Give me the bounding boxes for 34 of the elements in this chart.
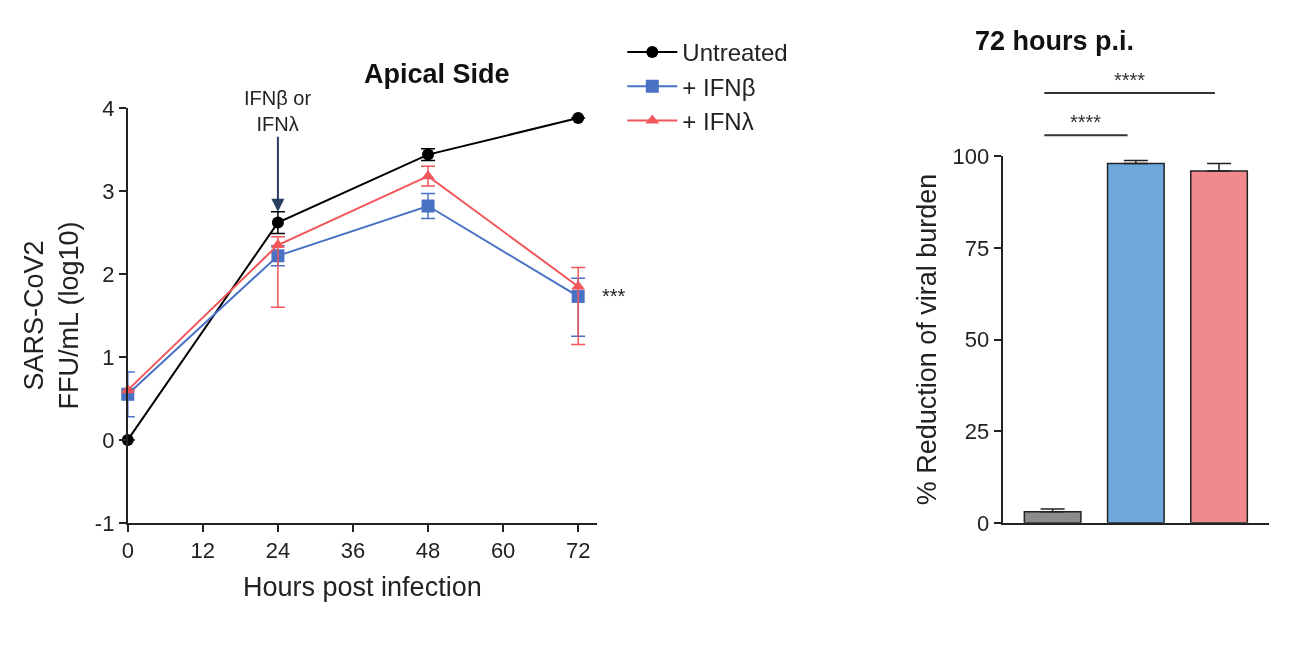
- text: ****: [1070, 111, 1102, 133]
- annotation: ***: [602, 285, 626, 307]
- x-tick-label: 72: [565, 538, 591, 564]
- annotation: IFNβ or IFNλ: [244, 87, 312, 135]
- y-axis-title: % Reduction of viral burden: [912, 173, 943, 506]
- y-tick-label: 0: [102, 427, 115, 453]
- y-axis-title: SARS-CoV2 FFU/mL (log10): [19, 221, 85, 410]
- y-tick-label: 100: [952, 143, 990, 169]
- text: ****: [1114, 69, 1146, 91]
- point: [572, 112, 585, 125]
- y-tick-label: 3: [102, 178, 115, 204]
- chart-title: 72 hours p.i.: [975, 26, 1135, 56]
- x-tick-label: 60: [490, 538, 516, 564]
- point: [421, 170, 435, 180]
- y-tick-label: 2: [102, 261, 115, 287]
- point: [271, 216, 284, 229]
- y-tick-label: 25: [964, 418, 990, 444]
- legend-label: + IFNβ: [682, 73, 756, 101]
- x-tick-label: 24: [265, 538, 291, 564]
- legend-label: Untreated: [682, 39, 788, 67]
- x-axis-title: Hours post infection: [243, 572, 482, 603]
- x-tick-label: 48: [415, 538, 441, 564]
- legend-label: + IFNλ: [682, 107, 754, 135]
- y-tick-label: 0: [977, 510, 990, 536]
- chart-title: Apical Side: [364, 59, 510, 89]
- y-tick-label: 75: [964, 235, 990, 261]
- y-tick-label: -1: [94, 510, 115, 536]
- x-tick-label: 12: [190, 538, 216, 564]
- y-tick-label: 50: [964, 327, 990, 353]
- x-tick-label: 0: [121, 538, 134, 564]
- y-tick-label: 4: [102, 95, 115, 121]
- x-tick-label: 36: [340, 538, 366, 564]
- y-tick-label: 1: [102, 344, 115, 370]
- point: [421, 199, 435, 213]
